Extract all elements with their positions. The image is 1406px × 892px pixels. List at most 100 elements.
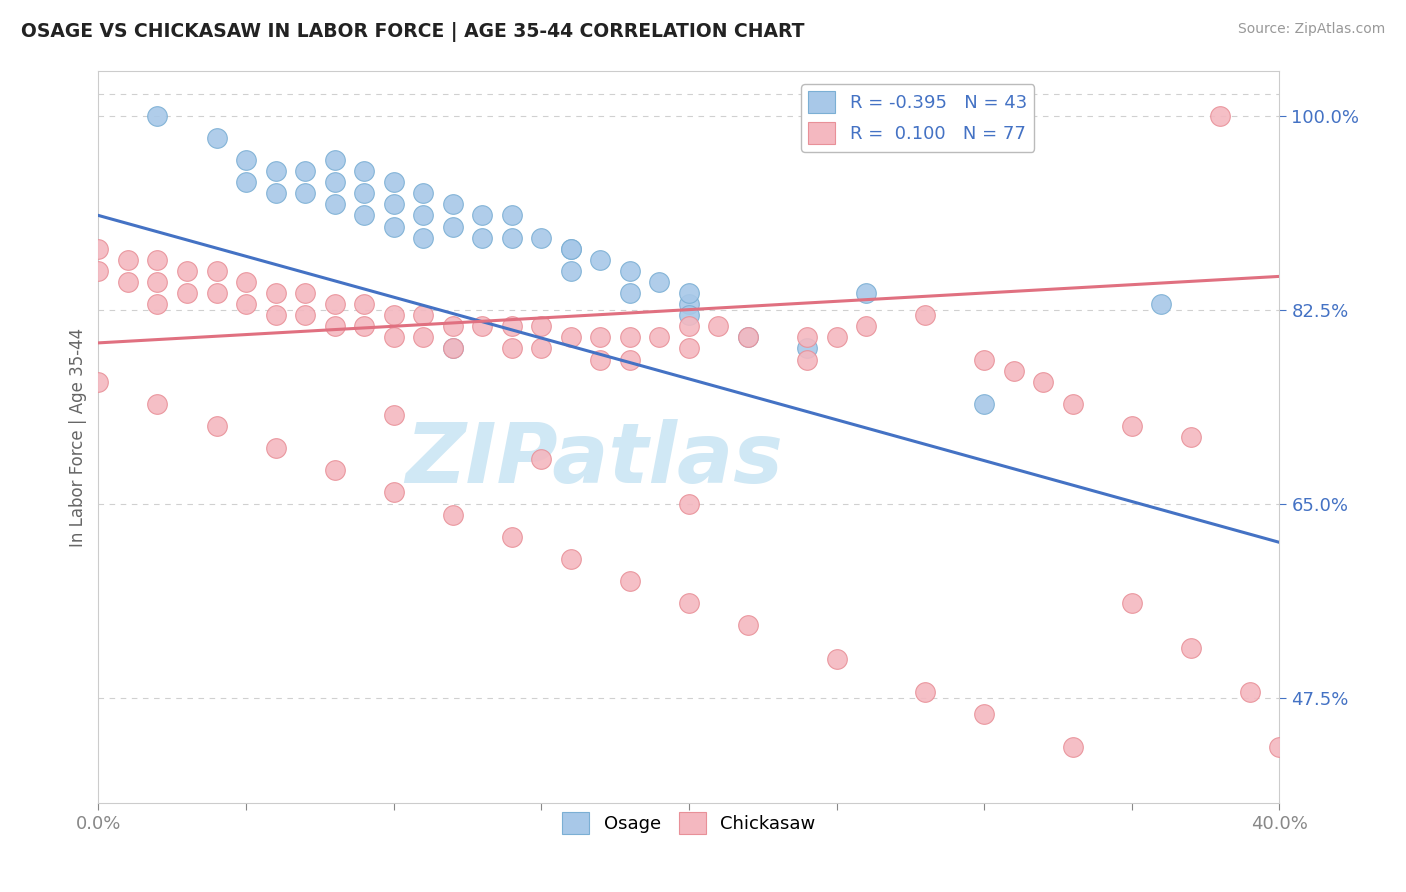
Point — [176, 285, 198, 300]
Point — [323, 319, 346, 334]
Point — [117, 252, 139, 267]
Point — [412, 230, 434, 244]
Text: OSAGE VS CHICKASAW IN LABOR FORCE | AGE 35-44 CORRELATION CHART: OSAGE VS CHICKASAW IN LABOR FORCE | AGE … — [21, 22, 804, 42]
Point — [471, 209, 494, 223]
Point — [412, 186, 434, 201]
Point — [264, 285, 287, 300]
Point — [1180, 640, 1202, 655]
Point — [264, 186, 287, 201]
Point — [235, 153, 257, 167]
Point — [560, 330, 582, 344]
Point — [560, 242, 582, 256]
Point — [1239, 685, 1261, 699]
Point — [264, 164, 287, 178]
Point — [855, 285, 877, 300]
Point — [678, 342, 700, 356]
Point — [648, 275, 671, 289]
Point — [382, 308, 405, 322]
Point — [235, 275, 257, 289]
Point — [87, 264, 110, 278]
Legend: Osage, Chickasaw: Osage, Chickasaw — [555, 805, 823, 841]
Point — [294, 285, 316, 300]
Point — [146, 252, 169, 267]
Point — [1209, 109, 1232, 123]
Point — [441, 197, 464, 211]
Text: Source: ZipAtlas.com: Source: ZipAtlas.com — [1237, 22, 1385, 37]
Point — [973, 707, 995, 722]
Point — [294, 186, 316, 201]
Point — [501, 230, 523, 244]
Point — [87, 375, 110, 389]
Point — [707, 319, 730, 334]
Point — [323, 197, 346, 211]
Point — [648, 330, 671, 344]
Point — [501, 530, 523, 544]
Point — [796, 342, 818, 356]
Point — [678, 319, 700, 334]
Point — [973, 352, 995, 367]
Point — [294, 164, 316, 178]
Point — [1062, 740, 1084, 755]
Point — [530, 342, 553, 356]
Point — [737, 330, 759, 344]
Point — [353, 319, 375, 334]
Point — [530, 452, 553, 467]
Point — [1121, 596, 1143, 610]
Point — [1268, 740, 1291, 755]
Point — [353, 186, 375, 201]
Point — [441, 342, 464, 356]
Point — [1002, 363, 1025, 377]
Point — [323, 175, 346, 189]
Point — [176, 264, 198, 278]
Point — [973, 397, 995, 411]
Point — [914, 308, 936, 322]
Point — [678, 308, 700, 322]
Point — [441, 508, 464, 522]
Point — [382, 408, 405, 422]
Point — [146, 275, 169, 289]
Point — [530, 230, 553, 244]
Point — [87, 242, 110, 256]
Point — [323, 463, 346, 477]
Point — [619, 330, 641, 344]
Point — [412, 308, 434, 322]
Point — [382, 175, 405, 189]
Point — [353, 164, 375, 178]
Point — [678, 497, 700, 511]
Point — [441, 219, 464, 234]
Point — [501, 342, 523, 356]
Point — [441, 342, 464, 356]
Point — [205, 131, 228, 145]
Point — [1032, 375, 1054, 389]
Point — [560, 242, 582, 256]
Point — [1150, 297, 1173, 311]
Point — [382, 485, 405, 500]
Point — [678, 297, 700, 311]
Point — [264, 308, 287, 322]
Point — [619, 285, 641, 300]
Point — [471, 230, 494, 244]
Point — [146, 109, 169, 123]
Point — [117, 275, 139, 289]
Point — [855, 319, 877, 334]
Point — [560, 264, 582, 278]
Point — [235, 175, 257, 189]
Point — [205, 264, 228, 278]
Point — [146, 297, 169, 311]
Point — [796, 352, 818, 367]
Point — [294, 308, 316, 322]
Point — [353, 209, 375, 223]
Point — [323, 153, 346, 167]
Point — [825, 651, 848, 665]
Point — [382, 330, 405, 344]
Point — [678, 596, 700, 610]
Point — [619, 574, 641, 589]
Point — [501, 319, 523, 334]
Point — [353, 297, 375, 311]
Point — [825, 330, 848, 344]
Point — [235, 297, 257, 311]
Point — [501, 209, 523, 223]
Point — [205, 419, 228, 434]
Point — [619, 264, 641, 278]
Point — [589, 330, 612, 344]
